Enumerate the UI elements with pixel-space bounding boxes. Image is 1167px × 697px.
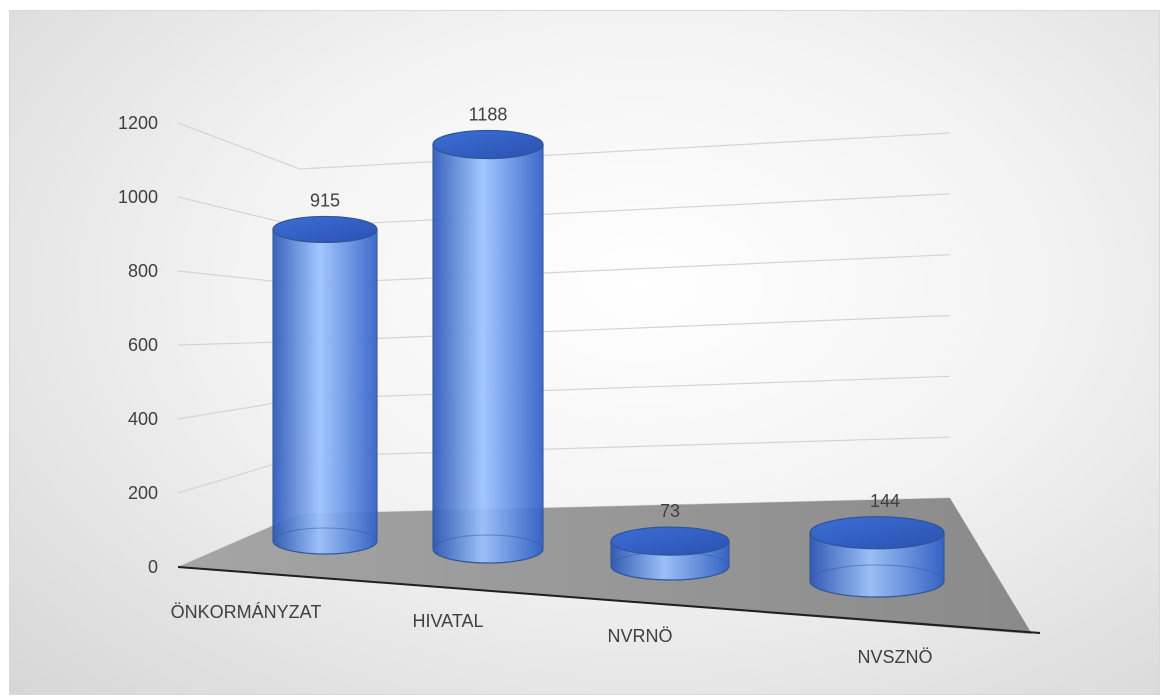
bar [432, 129, 544, 564]
bar-top [610, 526, 730, 556]
data-labels: 915 1188 73 144 [310, 104, 900, 521]
data-label: 73 [660, 501, 680, 521]
y-tick-label: 600 [128, 335, 158, 355]
bar-base [809, 564, 945, 598]
data-label: 144 [870, 491, 900, 511]
bar-top [809, 516, 945, 550]
x-axis-line [177, 566, 1041, 634]
bar-base [432, 534, 544, 564]
bar-body [432, 143, 544, 564]
y-tick-label: 1000 [118, 187, 158, 207]
data-label: 915 [310, 190, 340, 210]
data-label: 1188 [469, 104, 508, 124]
y-axis-ticks: 0 200 400 600 800 1000 1200 [118, 113, 158, 577]
y-tick-label: 200 [128, 483, 158, 503]
x-category-label: ÖNKORMÁNYZAT [171, 602, 322, 622]
bar-chart: 0 200 400 600 800 1000 1200 915 1188 73 144 ÖNKOR… [118, 104, 1041, 667]
y-tick-label: 400 [128, 409, 158, 429]
bar [272, 215, 378, 555]
y-tick-label: 0 [148, 557, 158, 577]
bar-top [272, 215, 378, 244]
bars [272, 129, 945, 598]
bar-top [432, 129, 544, 160]
chart-area: 0 200 400 600 800 1000 1200 915 1188 73 144 ÖNKOR… [9, 10, 1160, 695]
bar-body [272, 228, 378, 555]
x-category-label: HIVATAL [412, 611, 483, 631]
y-tick-label: 1200 [118, 113, 158, 133]
bar-base [272, 527, 378, 555]
y-tick-label: 800 [128, 261, 158, 281]
gridline [177, 122, 951, 170]
bar [809, 516, 945, 598]
x-category-label: NVRNÖ [607, 626, 672, 646]
x-axis-categories: ÖNKORMÁNYZAT HIVATAL NVRNÖ NVSZNÖ [171, 602, 933, 667]
x-category-label: NVSZNÖ [857, 647, 932, 667]
bar [610, 526, 730, 581]
